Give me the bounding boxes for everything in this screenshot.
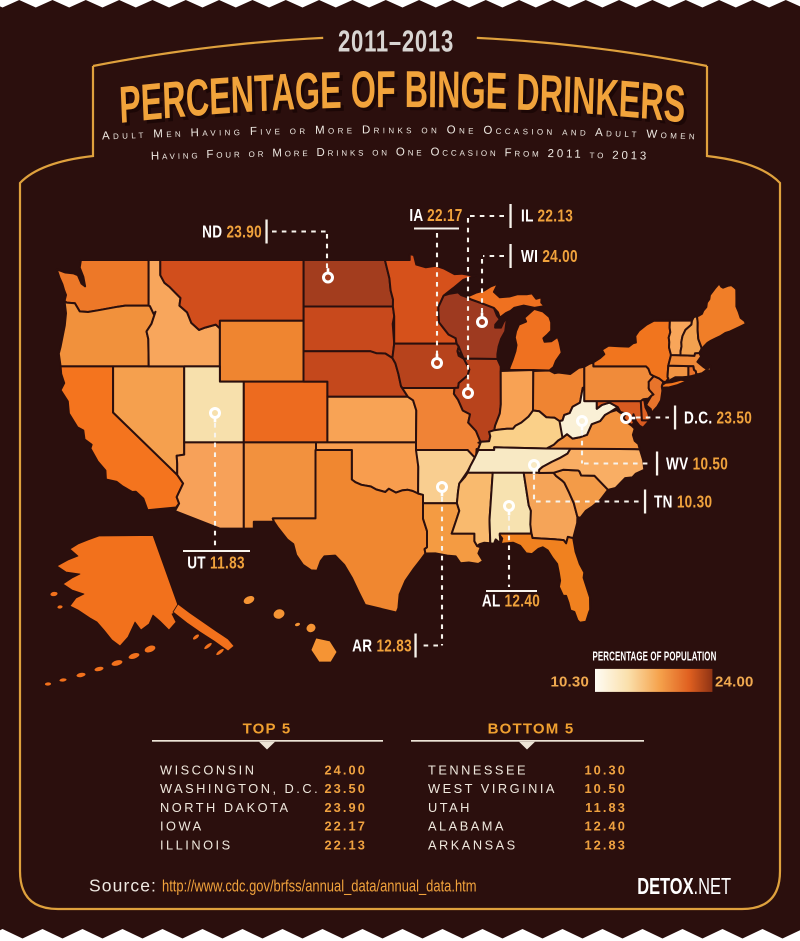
svg-text:ALABAMA: ALABAMA	[428, 819, 506, 834]
svg-text:WI 24.00: WI 24.00	[521, 248, 578, 267]
svg-text:NORTH DAKOTA: NORTH DAKOTA	[160, 800, 291, 815]
svg-text:24.00: 24.00	[715, 674, 754, 691]
svg-text:ND 23.90: ND 23.90	[202, 223, 262, 242]
svg-text:12.40: 12.40	[584, 819, 627, 834]
svg-text:12.83: 12.83	[584, 837, 627, 852]
svg-text:IL 22.13: IL 22.13	[521, 207, 573, 226]
svg-text:11.83: 11.83	[585, 800, 627, 815]
svg-text:IOWA: IOWA	[160, 819, 204, 834]
svg-text:UT 11.83: UT 11.83	[187, 554, 245, 573]
svg-text:TN 10.30: TN 10.30	[654, 493, 712, 512]
svg-text:ARKANSAS: ARKANSAS	[428, 837, 518, 852]
svg-text:TOP 5: TOP 5	[243, 721, 292, 738]
svg-text:23.90: 23.90	[324, 800, 367, 815]
svg-text:Source:: Source:	[89, 876, 157, 896]
svg-text:http://www.cdc.gov/brfss/annua: http://www.cdc.gov/brfss/annual_data/ann…	[162, 878, 477, 896]
svg-text:WEST VIRGINIA: WEST VIRGINIA	[428, 781, 557, 796]
svg-text:WV 10.50: WV 10.50	[666, 455, 728, 474]
svg-text:BOTTOM 5: BOTTOM 5	[488, 721, 575, 738]
svg-text:10.30: 10.30	[550, 674, 589, 691]
svg-text:TENNESSEE: TENNESSEE	[428, 763, 528, 778]
svg-text:UTAH: UTAH	[428, 800, 472, 815]
svg-text:23.50: 23.50	[324, 781, 367, 796]
svg-text:22.13: 22.13	[324, 837, 367, 852]
svg-text:10.30: 10.30	[584, 763, 627, 778]
svg-text:D.C. 23.50: D.C. 23.50	[684, 409, 752, 428]
svg-text:IA 22.17: IA 22.17	[409, 207, 462, 226]
svg-text:24.00: 24.00	[324, 763, 367, 778]
svg-text:PERCENTAGE OF POPULATION: PERCENTAGE OF POPULATION	[593, 650, 717, 665]
svg-text:DETOX.NET: DETOX.NET	[637, 874, 731, 899]
svg-text:AR 12.83: AR 12.83	[352, 637, 412, 656]
svg-text:Having Four or More Drinks on: Having Four or More Drinks on One Occasi…	[151, 146, 650, 162]
svg-text:WASHINGTON, D.C.: WASHINGTON, D.C.	[160, 781, 320, 796]
svg-text:WISCONSIN: WISCONSIN	[160, 763, 256, 778]
svg-text:AL 12.40: AL 12.40	[482, 592, 540, 611]
svg-text:22.17: 22.17	[324, 819, 367, 834]
svg-text:ILLINOIS: ILLINOIS	[160, 837, 233, 852]
svg-text:10.50: 10.50	[584, 781, 627, 796]
svg-text:2011–2013: 2011–2013	[338, 24, 454, 58]
